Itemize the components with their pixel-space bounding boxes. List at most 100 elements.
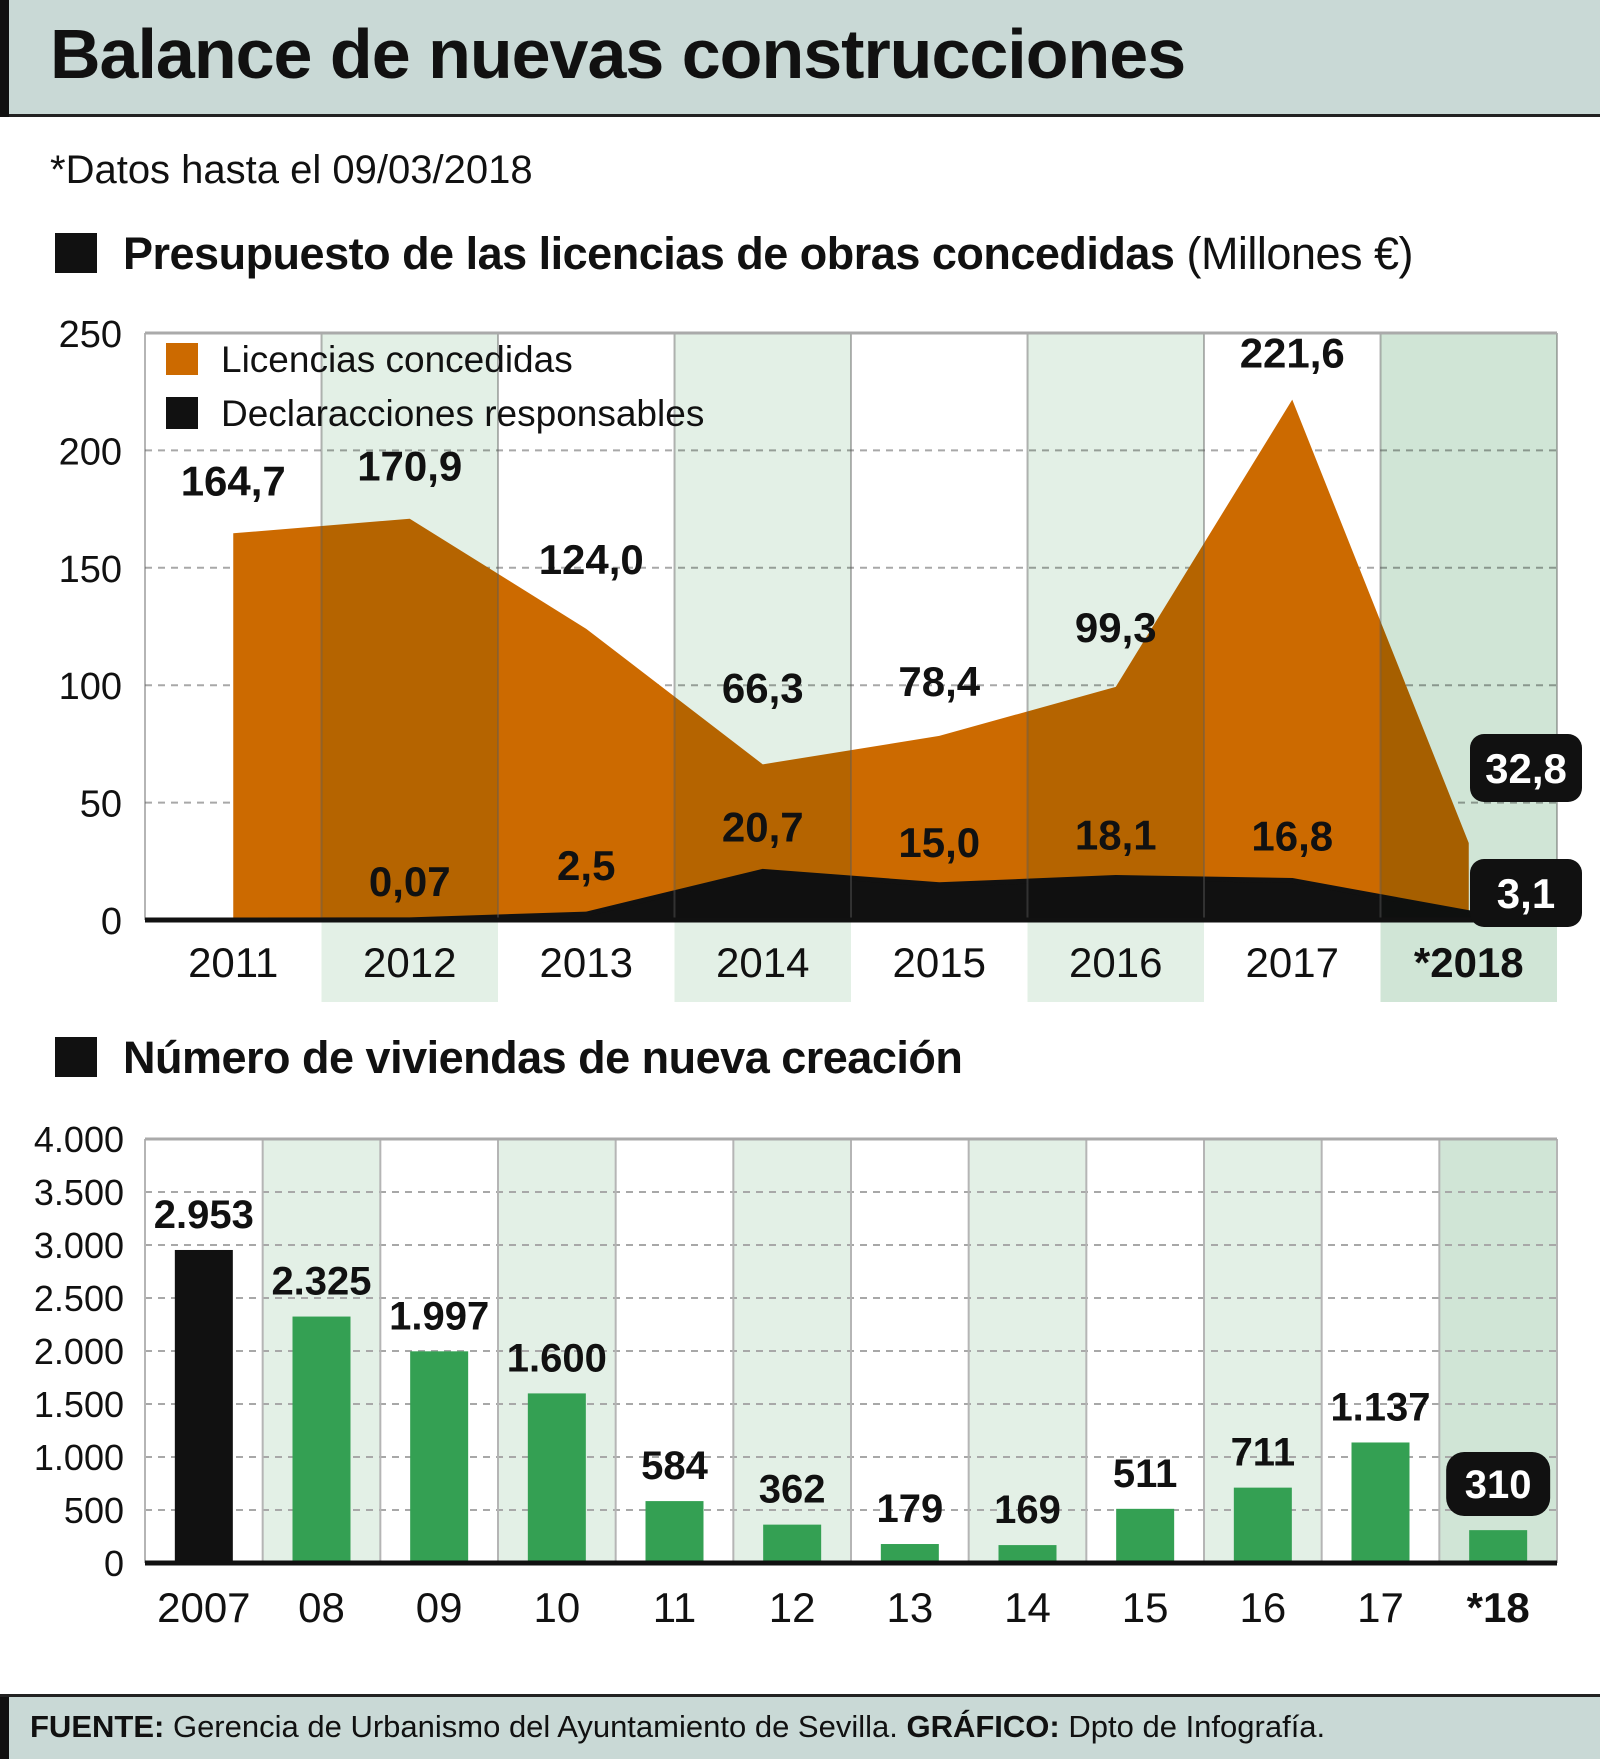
- x-tick-label: 11: [653, 1584, 697, 1631]
- data-label: 164,7: [181, 457, 286, 504]
- y-tick-label: 3.500: [34, 1172, 124, 1213]
- data-label: 584: [641, 1444, 708, 1488]
- footer-accent-bar: [0, 1697, 9, 1759]
- page-title: Balance de nuevas construcciones: [50, 15, 1186, 93]
- data-label-highlight: 3,1: [1497, 870, 1555, 917]
- legend-swatch-licencias: [166, 343, 198, 375]
- bar: [763, 1524, 822, 1563]
- bar: [645, 1501, 704, 1563]
- bar: [998, 1545, 1057, 1563]
- data-label: 2.325: [271, 1260, 371, 1304]
- bar: [527, 1393, 586, 1563]
- y-tick-label: 1.500: [34, 1384, 124, 1425]
- x-tick-label: 16: [1239, 1584, 1286, 1631]
- data-label: 511: [1113, 1452, 1178, 1496]
- y-tick-label: 0: [101, 901, 122, 943]
- data-label: 78,4: [898, 658, 980, 705]
- x-tick-label: 2014: [716, 939, 809, 986]
- data-label: 711: [1231, 1431, 1296, 1475]
- data-label: 1.600: [507, 1336, 607, 1380]
- data-label: 169: [994, 1488, 1061, 1532]
- y-tick-label: 2.000: [34, 1331, 124, 1372]
- column-shade: [321, 333, 498, 1002]
- source-label: FUENTE:: [30, 1709, 165, 1744]
- source-text: Gerencia de Urbanismo del Ayuntamiento d…: [172, 1709, 898, 1744]
- data-label-highlight-box: [1470, 859, 1582, 927]
- data-label: 1.137: [1330, 1385, 1430, 1429]
- bar: [292, 1316, 351, 1563]
- data-label: 2.953: [154, 1193, 254, 1237]
- y-tick-label: 250: [59, 314, 122, 356]
- subtitle: *Datos hasta el 09/03/2018: [50, 148, 533, 192]
- y-tick-label: 3.000: [34, 1225, 124, 1266]
- column-shade: [733, 1139, 851, 1563]
- x-tick-label: 2013: [540, 939, 633, 986]
- bar: [1469, 1530, 1528, 1563]
- footer: FUENTE: Gerencia de Urbanismo del Ayunta…: [0, 1694, 1600, 1759]
- y-tick-label: 2.500: [34, 1278, 124, 1319]
- square-bullet-icon: [55, 233, 97, 273]
- x-tick-label: 08: [298, 1584, 345, 1631]
- x-tick-label: *2018: [1414, 939, 1524, 986]
- data-label-highlight: 32,8: [1485, 745, 1567, 792]
- y-tick-label: 0: [104, 1543, 124, 1584]
- y-tick-label: 50: [80, 784, 122, 826]
- x-tick-label: 10: [533, 1584, 580, 1631]
- square-bullet-icon: [55, 1037, 97, 1077]
- legend-swatch-declaraciones: [166, 397, 198, 429]
- x-tick-label: 2011: [188, 939, 278, 986]
- data-label: 99,3: [1075, 604, 1157, 651]
- data-label: 0,07: [369, 858, 451, 905]
- x-tick-label: 2012: [363, 939, 456, 986]
- data-label: 18,1: [1075, 812, 1157, 859]
- y-tick-label: 4.000: [34, 1119, 124, 1160]
- x-tick-label: 2016: [1069, 939, 1162, 986]
- bar: [880, 1544, 939, 1563]
- y-tick-label: 500: [64, 1490, 124, 1531]
- data-label: 124,0: [539, 536, 644, 583]
- chart1-unit: (Millones €): [1186, 228, 1414, 279]
- graphic-label: GRÁFICO:: [906, 1709, 1060, 1744]
- footer-credits: FUENTE: Gerencia de Urbanismo del Ayunta…: [30, 1709, 1325, 1745]
- chart1-title-text: Presupuesto de las licencias de obras co…: [123, 228, 1175, 279]
- data-label: 362: [759, 1468, 826, 1512]
- x-tick-label: 2015: [893, 939, 986, 986]
- graphic-text: Dpto de Infografía.: [1068, 1709, 1326, 1744]
- data-label: 20,7: [722, 803, 804, 850]
- legend-label: Licencias concedidas: [221, 339, 573, 380]
- x-tick-label: 12: [769, 1584, 816, 1631]
- data-label: 221,6: [1240, 330, 1345, 377]
- x-tick-label: 2007: [157, 1584, 250, 1631]
- bar: [1233, 1487, 1292, 1563]
- header: Balance de nuevas construcciones: [0, 0, 1600, 117]
- x-tick-label: 13: [886, 1584, 933, 1631]
- column-shade: [1027, 333, 1204, 1002]
- x-tick-label: 14: [1004, 1584, 1051, 1631]
- data-label: 66,3: [722, 664, 804, 711]
- x-tick-label: 15: [1122, 1584, 1169, 1631]
- x-tick-label: 17: [1357, 1584, 1404, 1631]
- y-tick-label: 1.000: [34, 1437, 124, 1478]
- data-label-highlight-box: [1446, 1452, 1551, 1516]
- data-label: 1.997: [389, 1294, 489, 1338]
- bar: [1351, 1442, 1410, 1563]
- chart1-title: Presupuesto de las licencias de obras co…: [55, 228, 1414, 280]
- x-tick-label: 09: [416, 1584, 463, 1631]
- data-label: 179: [876, 1487, 943, 1531]
- data-label: 16,8: [1251, 813, 1333, 860]
- bar: [1116, 1508, 1175, 1563]
- data-label-highlight-box: [1470, 734, 1582, 802]
- data-label-highlight: 310: [1465, 1463, 1532, 1507]
- y-tick-label: 100: [59, 666, 122, 708]
- data-label: 15,0: [898, 819, 980, 866]
- column-shade: [968, 1139, 1087, 1563]
- bar: [410, 1351, 469, 1563]
- legend-label: Declaracciones responsables: [221, 393, 704, 434]
- x-tick-label: 2017: [1246, 939, 1339, 986]
- data-label: 2,5: [557, 842, 615, 889]
- chart2-title-text: Número de viviendas de nueva creación: [123, 1032, 963, 1083]
- data-label: 170,9: [357, 443, 462, 490]
- chart2-title: Número de viviendas de nueva creación: [55, 1032, 963, 1084]
- x-tick-label: *18: [1467, 1584, 1530, 1631]
